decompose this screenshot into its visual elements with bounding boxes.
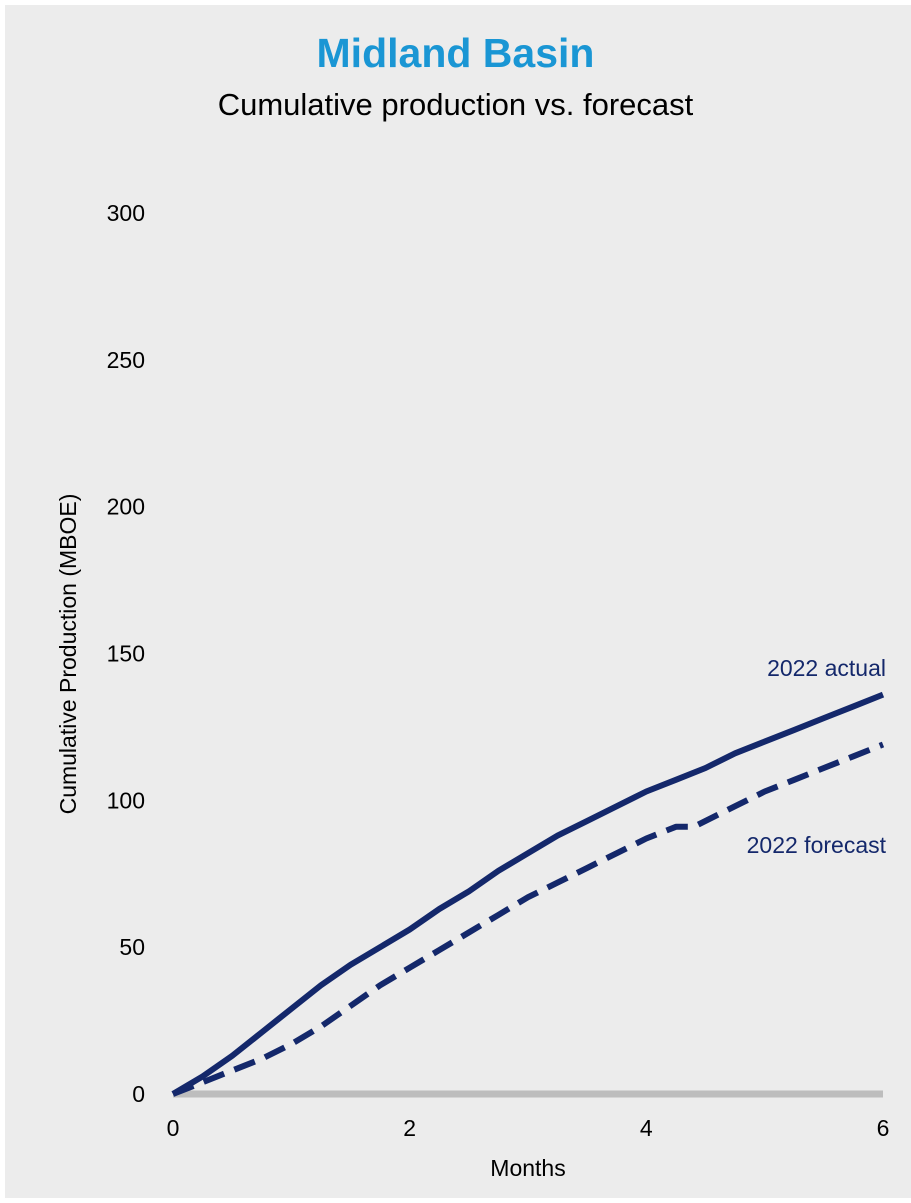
y-tick-label: 100 <box>107 787 145 813</box>
y-axis-title: Cumulative Production (MBOE) <box>55 494 81 815</box>
series-label-forecast: 2022 forecast <box>747 832 887 858</box>
x-tick-label: 2 <box>403 1115 416 1141</box>
chart-title: Midland Basin <box>316 30 595 76</box>
y-tick-label: 300 <box>107 200 145 226</box>
y-tick-label: 50 <box>119 934 145 960</box>
series-line-forecast <box>171 741 885 1097</box>
y-tick-label: 250 <box>107 347 145 373</box>
y-tick-label: 0 <box>132 1081 145 1107</box>
y-tick-label: 150 <box>107 641 145 667</box>
chart-panel <box>5 5 911 1198</box>
series-line-actual <box>171 691 885 1097</box>
y-tick-label: 200 <box>107 494 145 520</box>
x-tick-label: 6 <box>877 1115 890 1141</box>
x-tick-label: 0 <box>167 1115 180 1141</box>
series-label-actual: 2022 actual <box>767 655 886 681</box>
chart-subtitle: Cumulative production vs. forecast <box>217 87 694 122</box>
x-axis-title: Months <box>490 1155 565 1181</box>
x-tick-label: 4 <box>640 1115 653 1141</box>
